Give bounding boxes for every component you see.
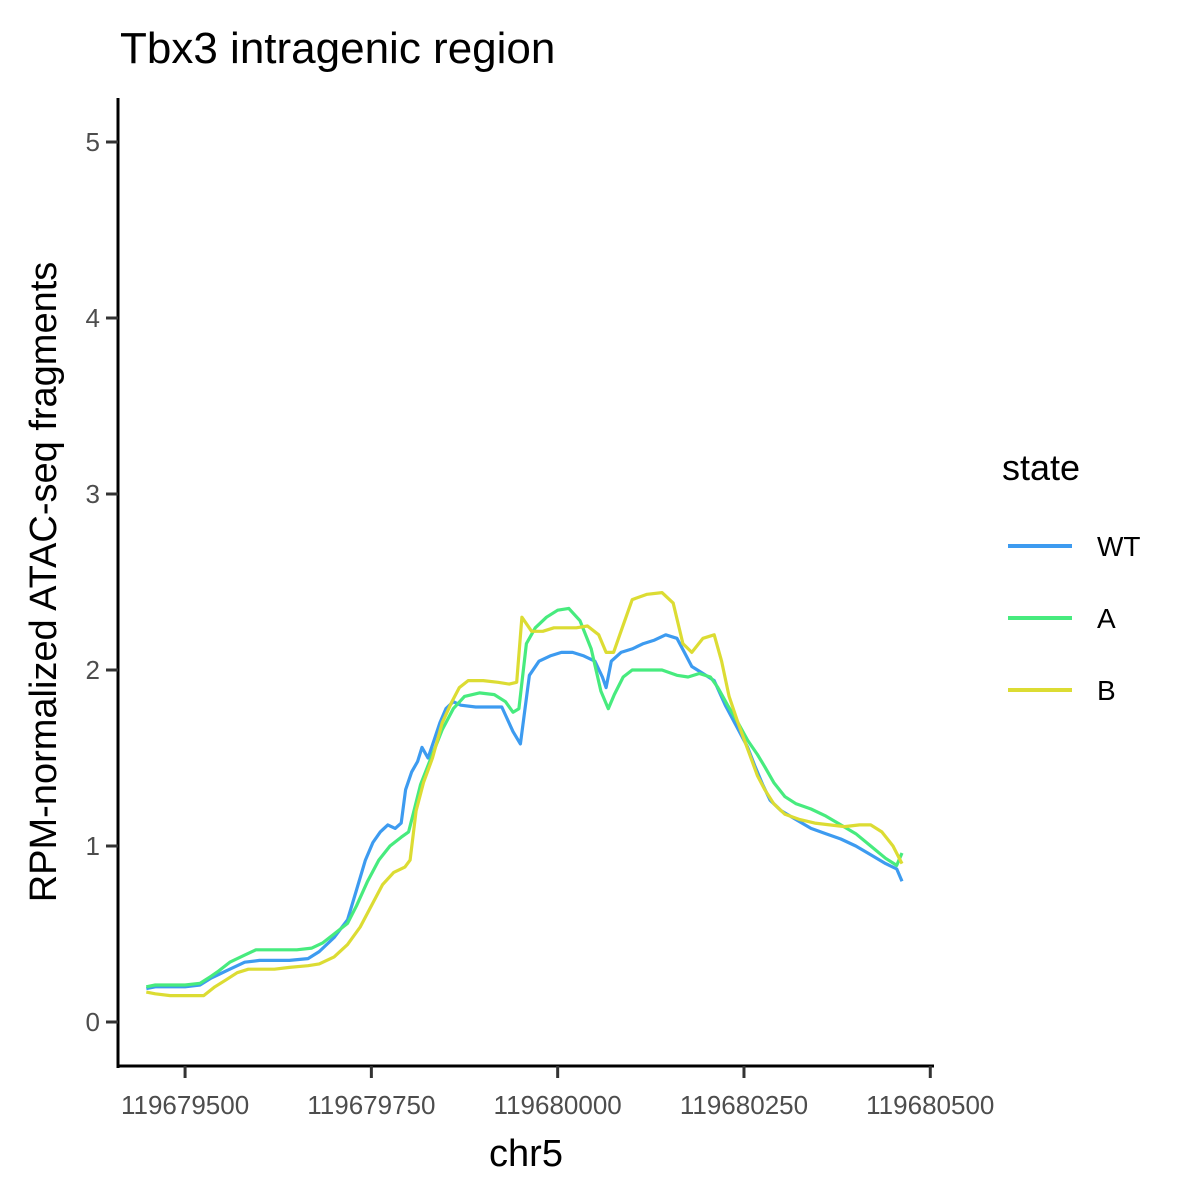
y-tick-label: 3 <box>86 479 100 509</box>
legend-label-b: B <box>1097 675 1116 706</box>
x-axis-title: chr5 <box>489 1133 563 1175</box>
y-axis-title: RPM-normalized ATAC-seq fragments <box>23 262 65 903</box>
x-tick-label: 119680000 <box>494 1090 622 1120</box>
series-line-wt <box>145 633 904 991</box>
legend-title: state <box>1002 447 1080 488</box>
y-tick-label: 1 <box>86 831 100 861</box>
chart-title: Tbx3 intragenic region <box>120 24 555 73</box>
y-axis-ticks: 0 1 2 3 4 5 <box>86 127 118 1037</box>
x-tick-label: 119679500 <box>121 1090 249 1120</box>
series-line-a <box>145 606 904 989</box>
x-tick-label: 119680500 <box>866 1090 994 1120</box>
y-tick-label: 0 <box>86 1007 100 1037</box>
x-axis-ticks: 119679500 119679750 119680000 119680250 1196… <box>121 1066 994 1120</box>
plot-area <box>145 591 904 998</box>
series-line-b <box>146 591 904 998</box>
y-tick-label: 5 <box>86 127 100 157</box>
x-tick-label: 119680250 <box>680 1090 808 1120</box>
x-tick-label: 119679750 <box>307 1090 435 1120</box>
y-tick-label: 4 <box>86 303 100 333</box>
legend-label-a: A <box>1097 603 1116 634</box>
legend: state WT A B <box>1002 447 1141 706</box>
y-tick-label: 2 <box>86 655 100 685</box>
legend-label-wt: WT <box>1097 531 1141 562</box>
